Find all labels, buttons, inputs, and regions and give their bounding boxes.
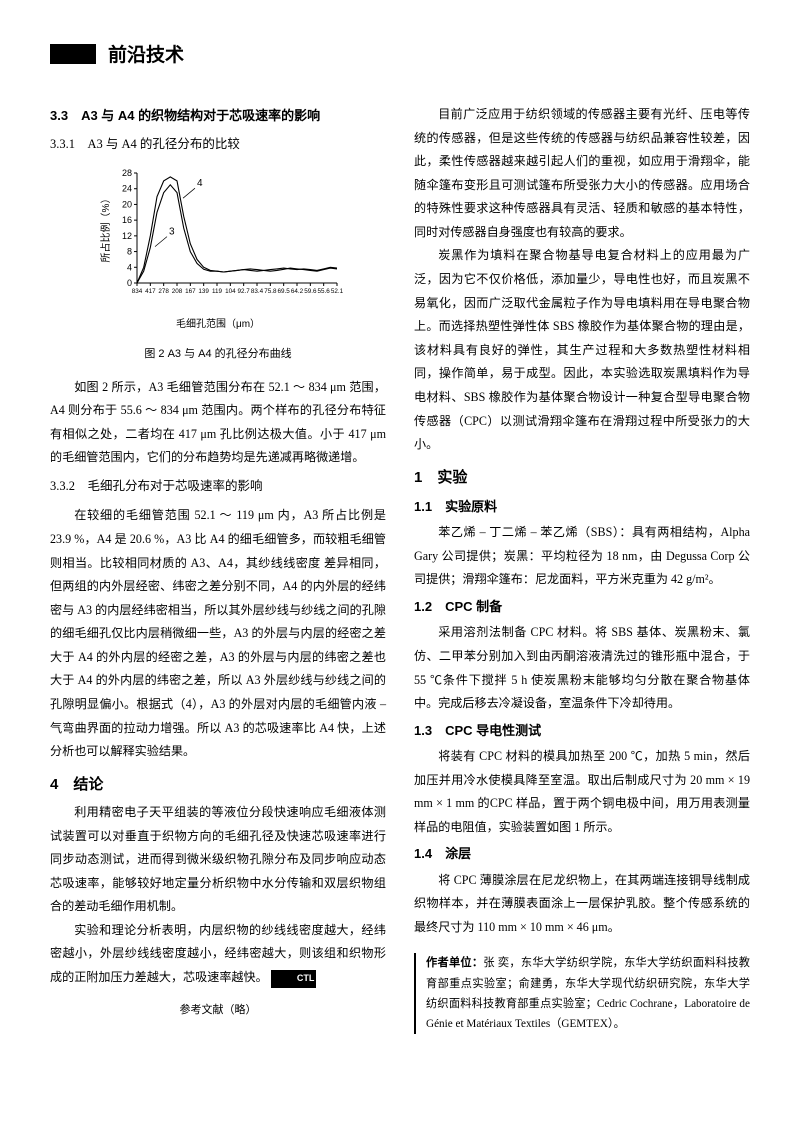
svg-text:24: 24 <box>122 183 132 193</box>
svg-text:55.6: 55.6 <box>318 288 331 295</box>
para-1-1: 苯乙烯 – 丁二烯 – 苯乙烯（SBS）：具有两相结构，Alpha Gary 公… <box>414 521 750 592</box>
figure-2-chart: 0 4 8 12 16 20 24 28 所占比例（%） 83441727820816713911… <box>87 163 349 335</box>
svg-text:92.7: 92.7 <box>238 288 251 295</box>
svg-text:52.1: 52.1 <box>331 288 344 295</box>
svg-text:3: 3 <box>169 226 175 237</box>
heading-4: 4 结论 <box>50 770 386 799</box>
svg-text:8: 8 <box>127 246 132 256</box>
figure-2-caption: 图 2 A3 与 A4 的孔径分布曲线 <box>50 344 386 365</box>
references-label: 参考文献（略） <box>50 1000 386 1021</box>
svg-text:75.8: 75.8 <box>264 288 277 295</box>
svg-text:83.4: 83.4 <box>251 288 264 295</box>
svg-text:278: 278 <box>158 288 169 295</box>
svg-text:417: 417 <box>145 288 156 295</box>
heading-3-3-2: 3.3.2 毛细孔分布对于芯吸速率的影响 <box>50 474 386 498</box>
heading-1-4: 1.4 涂层 <box>414 841 750 866</box>
para-conclusion-2-text: 实验和理论分析表明，内层织物的纱线线密度越大，经纬密越小，外层纱线线密度越小，经… <box>50 923 386 984</box>
svg-text:167: 167 <box>185 288 196 295</box>
right-column: 目前广泛应用于纺织领域的传感器主要有光纤、压电等传统的传感器，但是这些传统的传感… <box>414 103 750 1034</box>
para-1-2: 采用溶剂法制备 CPC 材料。将 SBS 基体、炭黑粉末、氯仿、二甲苯分别加入到… <box>414 621 750 715</box>
svg-text:64.2: 64.2 <box>291 288 304 295</box>
svg-text:59.6: 59.6 <box>304 288 317 295</box>
para-conclusion-1: 利用精密电子天平组装的等液位分段快速响应毛细液体测试装置可以对垂直于织物方向的毛… <box>50 801 386 919</box>
two-column-layout: 3.3 A3 与 A4 的织物结构对于芯吸速率的影响 3.3.1 A3 与 A4… <box>50 103 750 1034</box>
header-title: 前沿技术 <box>108 40 184 67</box>
heading-3-3-1: 3.3.1 A3 与 A4 的孔径分布的比较 <box>50 132 386 156</box>
svg-text:4: 4 <box>127 262 132 272</box>
heading-1-3: 1.3 CPC 导电性测试 <box>414 718 750 743</box>
chart-canvas: 0 4 8 12 16 20 24 28 所占比例（%） 83441727820816713911… <box>97 163 347 313</box>
svg-text:104: 104 <box>225 288 236 295</box>
svg-text:139: 139 <box>198 288 209 295</box>
svg-text:69.5: 69.5 <box>278 288 291 295</box>
svg-text:28: 28 <box>122 168 132 178</box>
svg-text:834: 834 <box>132 288 143 295</box>
para-332: 在较细的毛细管范围 52.1 ～ 119 μm 内，A3 所占比例是 23.9 … <box>50 504 386 763</box>
header-block-icon <box>50 44 96 64</box>
svg-text:4: 4 <box>197 178 203 189</box>
para-r2: 炭黑作为填料在聚合物基导电复合材料上的应用最为广泛，因为它不仅价格低，添加量少，… <box>414 244 750 456</box>
para-1-3: 将装有 CPC 材料的模具加热至 200 ℃，加热 5 min，然后加压并用冷水… <box>414 745 750 839</box>
chart-xlabel: 毛细孔范围（μm） <box>87 315 349 335</box>
svg-text:0: 0 <box>127 278 132 288</box>
svg-text:所占比例（%）: 所占比例（%） <box>99 193 112 262</box>
page-header: 前沿技术 <box>50 40 750 67</box>
heading-1-2: 1.2 CPC 制备 <box>414 594 750 619</box>
svg-text:119: 119 <box>212 288 223 295</box>
heading-3-3: 3.3 A3 与 A4 的织物结构对于芯吸速率的影响 <box>50 103 386 128</box>
svg-text:16: 16 <box>122 215 132 225</box>
para-fig2-desc: 如图 2 所示，A3 毛细管范围分布在 52.1 ～ 834 μm 范围，A4 … <box>50 376 386 470</box>
para-r1: 目前广泛应用于纺织领域的传感器主要有光纤、压电等传统的传感器，但是这些传统的传感… <box>414 103 750 244</box>
heading-1-1: 1.1 实验原料 <box>414 494 750 519</box>
para-1-4: 将 CPC 薄膜涂层在尼龙织物上，在其两端连接铜导线制成织物样本，并在薄膜表面涂… <box>414 869 750 940</box>
svg-text:20: 20 <box>122 199 132 209</box>
end-mark-icon: CTL <box>271 970 317 988</box>
heading-1: 1 实验 <box>414 463 750 492</box>
author-affiliation-box: 作者单位：张 奕，东华大学纺织学院，东华大学纺织面料科技教育部重点实验室；俞建勇… <box>414 953 750 1034</box>
left-column: 3.3 A3 与 A4 的织物结构对于芯吸速率的影响 3.3.1 A3 与 A4… <box>50 103 386 1034</box>
svg-text:208: 208 <box>172 288 183 295</box>
para-conclusion-2: 实验和理论分析表明，内层织物的纱线线密度越大，经纬密越小，外层纱线线密度越小，经… <box>50 919 386 990</box>
author-lead-label: 作者单位： <box>426 957 483 969</box>
svg-text:12: 12 <box>122 231 132 241</box>
